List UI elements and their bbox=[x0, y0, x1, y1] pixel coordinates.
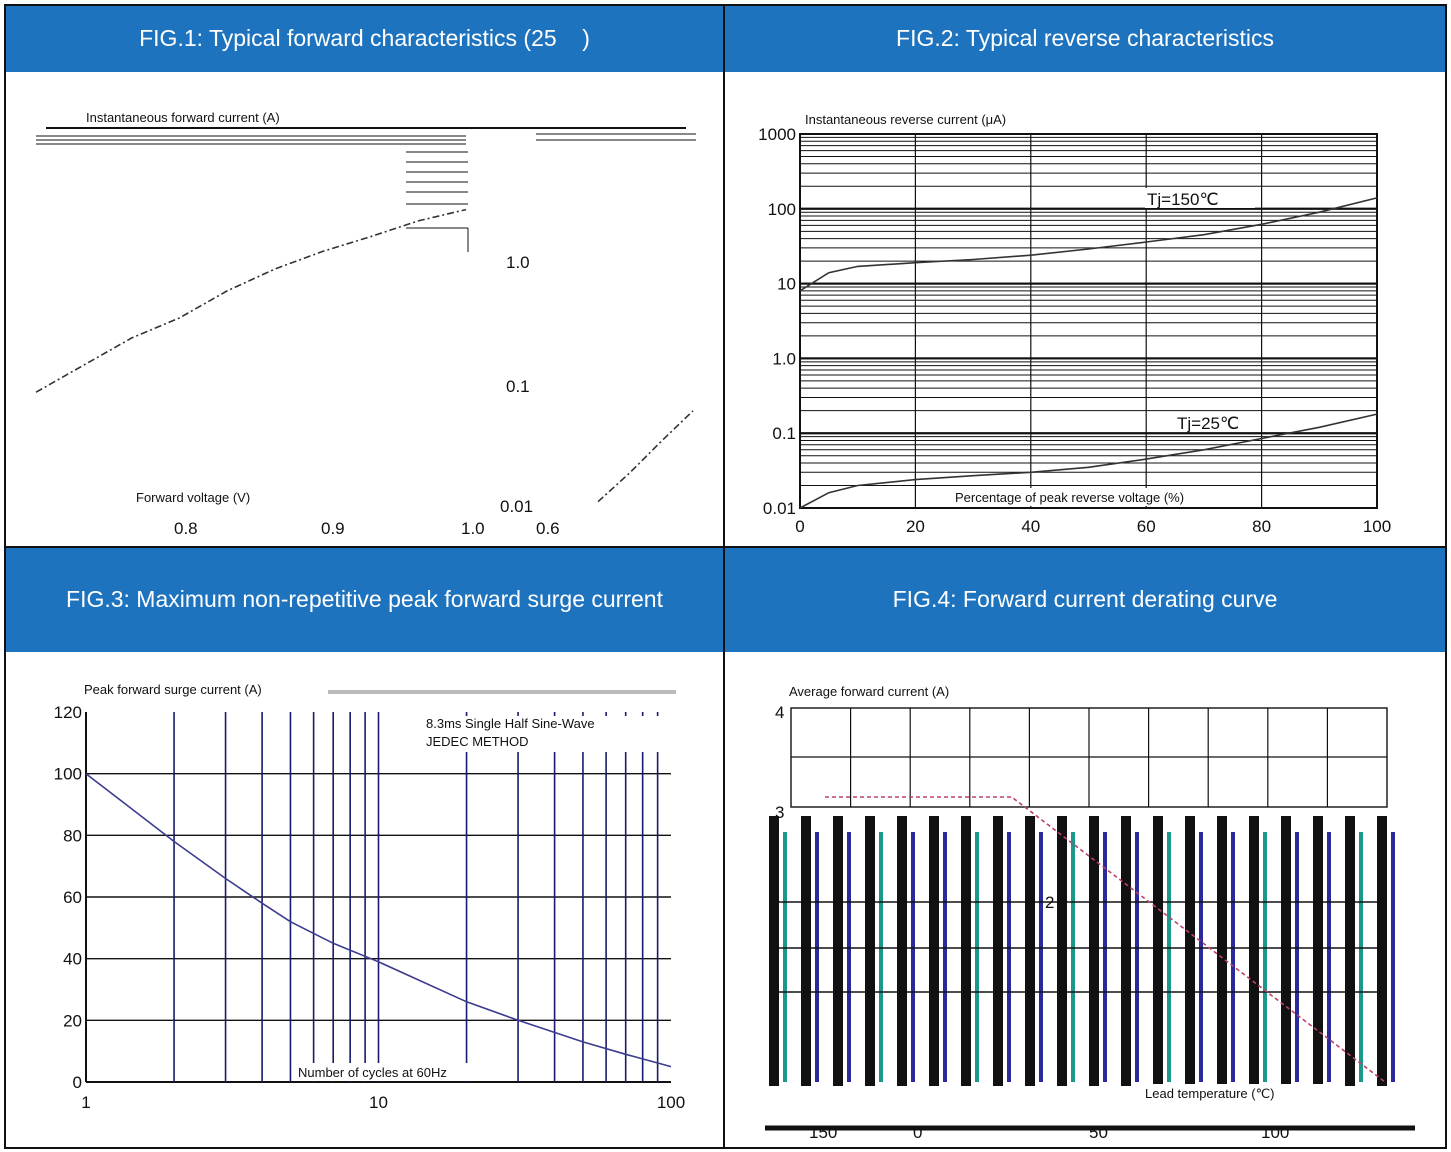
fig3-ytick-80: 80 bbox=[63, 826, 82, 845]
fig2-title: FIG.2: Typical reverse characteristics bbox=[725, 6, 1445, 72]
fig2-xtick-0: 0 bbox=[795, 517, 804, 536]
fig4-xtick-100: 100 bbox=[1261, 1123, 1289, 1142]
fig3-series-0 bbox=[85, 773, 672, 1068]
fig3-title: FIG.3: Maximum non-repetitive peak forwa… bbox=[6, 548, 723, 652]
fig2-ytick-10: 10 bbox=[777, 275, 796, 294]
fig2-xtick-80: 80 bbox=[1252, 517, 1271, 536]
fig1-series-0 bbox=[35, 208, 467, 393]
fig2-y-axis-label: Instantaneous reverse current (μA) bbox=[805, 112, 1006, 127]
fig1-y-axis-label: Instantaneous forward current (A) bbox=[86, 110, 280, 125]
fig2-x-axis-label: Percentage of peak reverse voltage (%) bbox=[955, 490, 1184, 505]
fig3-ytick-20: 20 bbox=[63, 1011, 82, 1030]
fig2-xtick-20: 20 bbox=[906, 517, 925, 536]
fig3-annotation-line1: 8.3ms Single Half Sine-Wave bbox=[426, 716, 595, 731]
fig4-x-axis-label: Lead temperature (℃) bbox=[1145, 1086, 1275, 1101]
fig4-xtick-50: 50 bbox=[1089, 1123, 1108, 1142]
fig2-ytick-1.0: 1.0 bbox=[772, 349, 796, 368]
fig4-chart: Average forward current (A) 4 3 2 Lead t… bbox=[765, 684, 1415, 1142]
fig4-series-0 bbox=[825, 796, 1386, 1083]
fig1-x-axis-label: Forward voltage (V) bbox=[136, 490, 250, 505]
fig2-xtick-60: 60 bbox=[1137, 517, 1156, 536]
fig1-ytick-0.01: 0.01 bbox=[500, 497, 533, 516]
fig2-series-0 bbox=[799, 197, 1378, 292]
fig4-xtick-150: 150 bbox=[809, 1123, 837, 1142]
fig3-ytick-0: 0 bbox=[73, 1073, 82, 1092]
fig1-ytick-1.0: 1.0 bbox=[506, 253, 530, 272]
fig1-xtick-1.0: 1.0 bbox=[461, 519, 485, 538]
fig2-xtick-100: 100 bbox=[1363, 517, 1391, 536]
fig3-ytick-120: 120 bbox=[54, 703, 82, 722]
fig3-y-axis-label: Peak forward surge current (A) bbox=[84, 682, 262, 697]
fig1-xtick-0.8: 0.8 bbox=[174, 519, 198, 538]
fig3-ytick-100: 100 bbox=[54, 765, 82, 784]
fig3-ytick-60: 60 bbox=[63, 888, 82, 907]
fig2-ytick-0.01: 0.01 bbox=[763, 499, 796, 518]
fig4-xtick-0: 0 bbox=[913, 1123, 922, 1142]
fig2-panel: FIG.2: Typical reverse characteristics I… bbox=[723, 4, 1447, 548]
fig1-chart: Instantaneous forward current (A) bbox=[35, 110, 696, 538]
fig1-xtick-0.9: 0.9 bbox=[321, 519, 345, 538]
fig1-ytick-0.1: 0.1 bbox=[506, 377, 530, 396]
fig4-ytick-2: 2 bbox=[1045, 893, 1054, 912]
fig4-ytick-3: 3 bbox=[775, 803, 784, 822]
fig3-x-axis-label: Number of cycles at 60Hz bbox=[298, 1065, 447, 1080]
fig2-ytick-0.1: 0.1 bbox=[772, 424, 796, 443]
fig3-xtick-100: 100 bbox=[657, 1093, 685, 1112]
fig3-xtick-10: 10 bbox=[369, 1093, 388, 1112]
fig2-series-label-25: Tj=25℃ bbox=[1177, 414, 1239, 433]
fig4-y-axis-label: Average forward current (A) bbox=[789, 684, 949, 699]
fig3-xtick-1: 1 bbox=[81, 1093, 90, 1112]
fig2-ytick-100: 100 bbox=[768, 200, 796, 219]
fig2-xtick-40: 40 bbox=[1021, 517, 1040, 536]
fig1-xtick-0.6: 0.6 bbox=[536, 519, 560, 538]
fig1-gridlines bbox=[406, 151, 469, 252]
fig4-ytick-4: 4 bbox=[775, 703, 784, 722]
fig2-series-1 bbox=[799, 413, 1378, 509]
fig3-annotation-line2: JEDEC METHOD bbox=[426, 734, 529, 749]
fig3-panel: FIG.3: Maximum non-repetitive peak forwa… bbox=[4, 546, 725, 1149]
fig2-ytick-1000: 1000 bbox=[758, 125, 796, 144]
fig3-ytick-40: 40 bbox=[63, 950, 82, 969]
fig1-panel: FIG.1: Typical forward characteristics (… bbox=[4, 4, 725, 548]
fig3-chart: Peak forward surge current (A) 120100806… bbox=[54, 680, 685, 1112]
fig2-chart: Instantaneous reverse current (μA) 10001… bbox=[758, 112, 1391, 536]
fig1-title: FIG.1: Typical forward characteristics (… bbox=[6, 6, 723, 72]
fig1-series-1 bbox=[597, 410, 694, 503]
fig2-series-label-150: Tj=150℃ bbox=[1147, 190, 1219, 209]
fig4-title: FIG.4: Forward current derating curve bbox=[725, 548, 1445, 652]
fig4-panel: FIG.4: Forward current derating curve Av… bbox=[723, 546, 1447, 1149]
